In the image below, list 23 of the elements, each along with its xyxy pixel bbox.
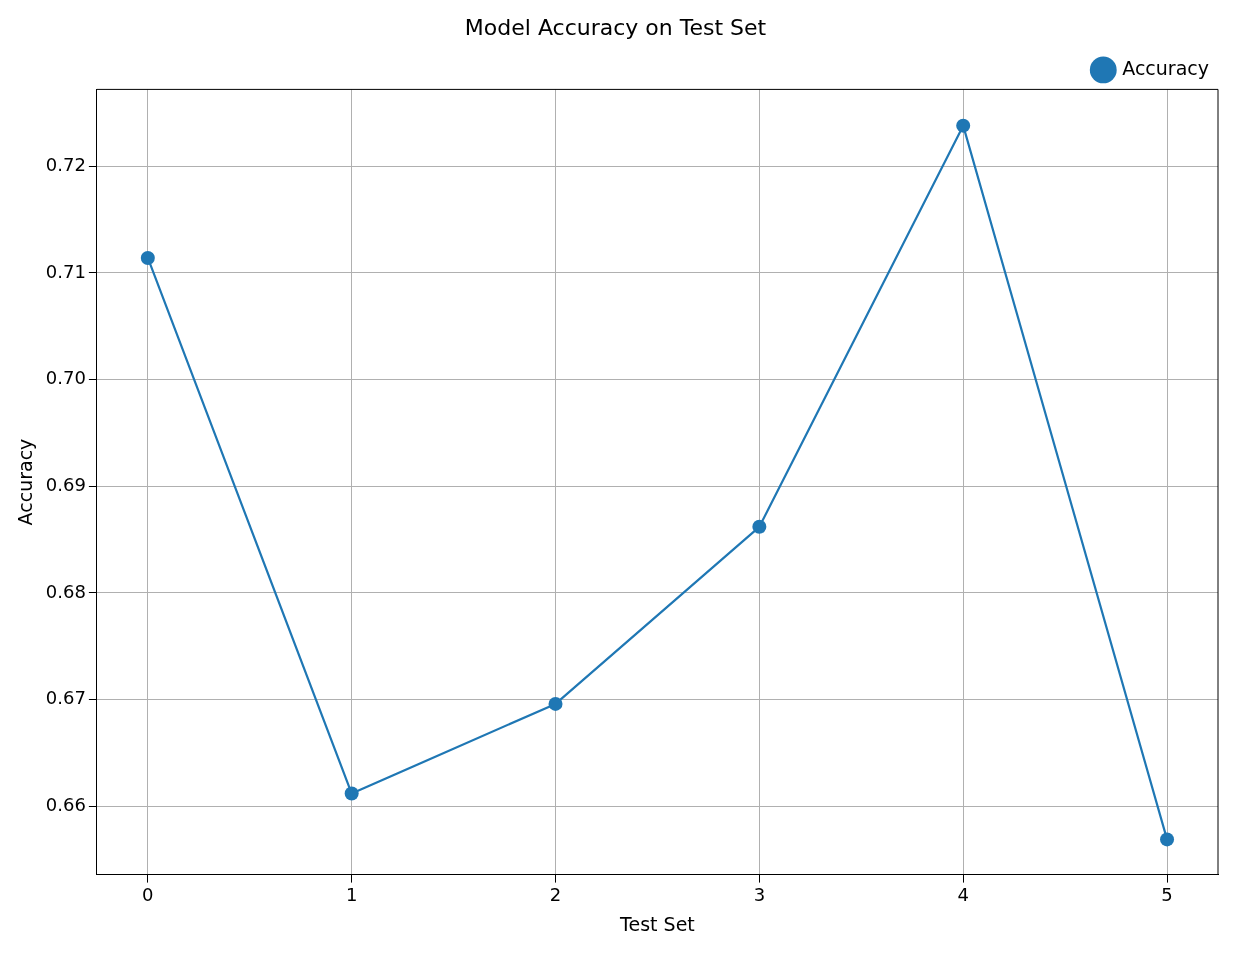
point [752,519,767,534]
point [956,118,971,133]
y-tick-label: 0.66 [45,793,86,815]
point [140,250,155,265]
y-tick-label: 0.70 [45,367,86,389]
x-axis-title: Test Set [619,912,695,935]
y-axis-title: Accuracy [14,438,37,526]
y-tick-label: 0.72 [45,153,86,175]
point [344,786,359,801]
x-tick-label: 0 [142,884,154,906]
point [1160,832,1175,847]
x-tick-label: 1 [345,884,358,906]
y-tick-label: 0.67 [45,687,86,709]
x-tick-label: 5 [1161,884,1173,906]
chart-title: Model Accuracy on Test Set [464,14,767,40]
legend-label: Accuracy [1122,56,1210,79]
y-tick-label: 0.68 [45,580,86,602]
x-tick-label: 4 [957,884,969,906]
x-tick-label: 3 [753,884,766,906]
point [548,696,563,711]
y-tick-label: 0.69 [45,473,86,495]
x-tick-label: 2 [549,884,562,906]
y-tick-label: 0.71 [45,260,86,282]
